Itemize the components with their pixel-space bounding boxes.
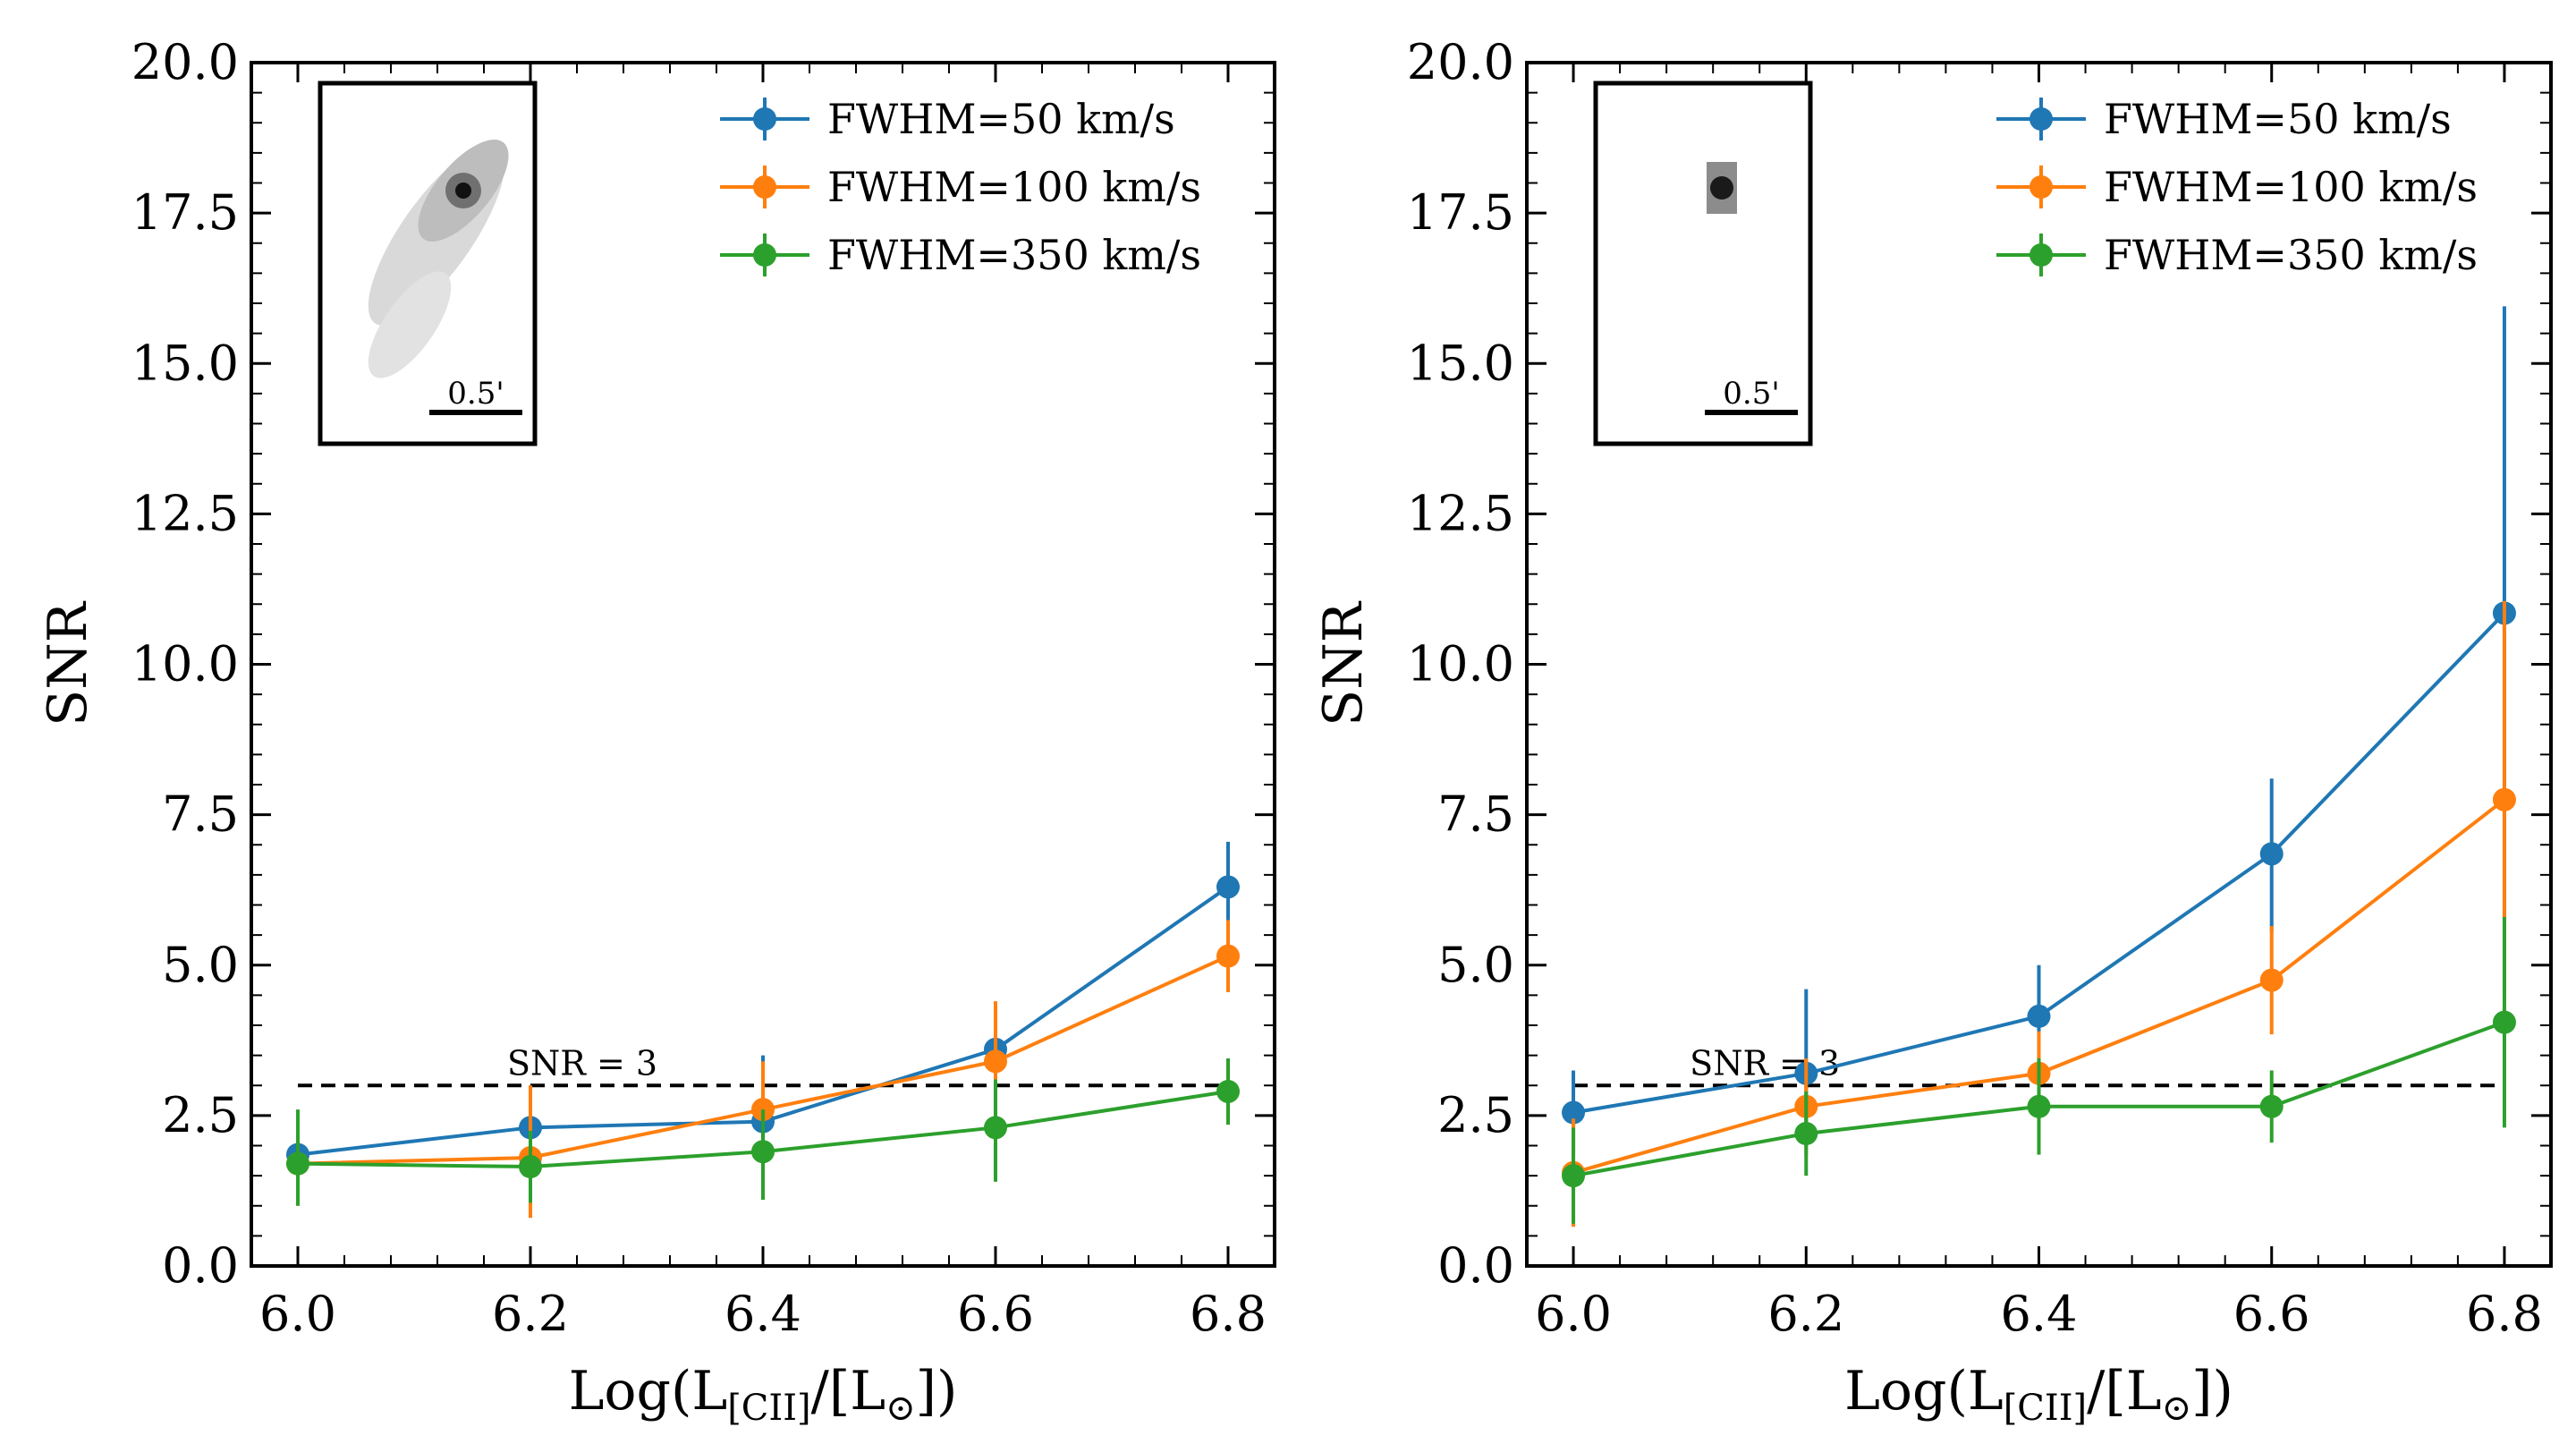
x-axis-label-sub: [CII] <box>2004 1388 2087 1429</box>
inset-scale-label: 0.5' <box>447 376 504 412</box>
data-point <box>984 1049 1007 1074</box>
y-tick-label: 15.0 <box>1407 335 1514 391</box>
x-axis-label-sym: ⊙ <box>886 1388 916 1429</box>
x-axis-label-tail: /[L <box>2087 1360 2161 1423</box>
legend-marker <box>753 243 776 267</box>
series-2 <box>286 1058 1240 1206</box>
x-tick-label: 6.0 <box>1535 1286 1612 1342</box>
inset-image: 0.5' <box>1593 81 1813 446</box>
data-point <box>1562 1164 1586 1188</box>
legend-label: FWHM=50 km/s <box>827 95 1175 143</box>
galaxy-core <box>1710 176 1733 200</box>
x-axis-label-tail: /[L <box>811 1360 886 1423</box>
y-tick-label: 17.5 <box>131 184 239 241</box>
x-tick-label: 6.4 <box>724 1286 801 1342</box>
chart-panel-left: 0.0 2.5 5.0 7.5 10.0 12.5 15.0 17.5 20.0 6.0 6.2 6.… <box>37 34 1276 1429</box>
galaxy-nucleus <box>455 183 471 199</box>
snr-threshold-label: SNR = 3 <box>507 1043 657 1083</box>
y-tick-label: 12.5 <box>131 485 239 541</box>
y-axis-label: SNR <box>37 600 99 726</box>
y-tick-label: 2.5 <box>162 1087 239 1143</box>
x-tick-label: 6.4 <box>2001 1286 2078 1342</box>
x-tick-label: 6.8 <box>1190 1286 1267 1342</box>
legend-label: FWHM=350 km/s <box>827 231 1201 279</box>
chart-panel-right: 0.0 2.5 5.0 7.5 10.0 12.5 15.0 17.5 20.0 6.0 6.2 6.… <box>1312 34 2553 1429</box>
y-axis-label: SNR <box>1312 600 1375 726</box>
x-tick-label: 6.6 <box>2233 1286 2310 1342</box>
y-tick-label: 12.5 <box>1407 485 1514 541</box>
y-tick-label: 20.0 <box>1407 34 1514 90</box>
data-point <box>1216 1079 1240 1103</box>
inset-image: 0.5' <box>318 81 538 446</box>
x-tick-label: 6.8 <box>2466 1286 2543 1342</box>
data-point <box>2027 1094 2051 1118</box>
x-tick-label: 6.6 <box>957 1286 1034 1342</box>
snr-threshold-label: SNR = 3 <box>1690 1043 1840 1083</box>
data-point <box>2259 1094 2284 1118</box>
x-tick-label: 6.2 <box>1767 1286 1844 1342</box>
x-axis-label-end: ]) <box>2191 1360 2233 1423</box>
legend-label: FWHM=100 km/s <box>2104 163 2478 211</box>
data-point <box>2492 1010 2516 1034</box>
data-point <box>2492 787 2516 811</box>
data-point <box>1794 1122 1818 1146</box>
y-tick-label: 10.0 <box>131 636 239 692</box>
data-point <box>286 1151 309 1176</box>
y-tick-label: 7.5 <box>162 786 239 843</box>
legend-marker <box>2029 107 2053 131</box>
x-axis-label: Log(L[CII]/[L⊙]) <box>1844 1360 2233 1429</box>
x-axis-label-sub: [CII] <box>727 1388 810 1429</box>
x-axis-label: Log(L[CII]/[L⊙]) <box>569 1360 958 1429</box>
y-tick-label: 5.0 <box>162 937 239 993</box>
legend-label: FWHM=100 km/s <box>827 163 1201 211</box>
data-point <box>2259 842 2284 866</box>
y-tick-label: 20.0 <box>131 34 239 90</box>
x-axis-label-main: Log(L <box>1844 1360 2004 1423</box>
inset-frame <box>1593 81 1813 446</box>
data-point <box>1216 944 1240 968</box>
series-2 <box>1562 916 2516 1224</box>
legend-label: FWHM=350 km/s <box>2104 231 2478 279</box>
data-point <box>2027 1004 2051 1028</box>
x-axis-label-main: Log(L <box>569 1360 728 1423</box>
y-tick-label: 0.0 <box>162 1237 239 1294</box>
y-tick-label: 7.5 <box>1437 786 1514 843</box>
legend-label: FWHM=50 km/s <box>2104 95 2452 143</box>
x-axis-label-sym: ⊙ <box>2162 1388 2192 1429</box>
y-tick-label: 10.0 <box>1407 636 1514 692</box>
x-tick-label: 6.0 <box>259 1286 336 1342</box>
x-tick-label: 6.2 <box>492 1286 569 1342</box>
legend-marker <box>753 175 776 199</box>
x-axis-label-end: ]) <box>916 1360 958 1423</box>
inset-scale-label: 0.5' <box>1723 376 1779 412</box>
y-tick-label: 15.0 <box>131 335 239 391</box>
y-tick-label: 17.5 <box>1407 184 1514 241</box>
data-point <box>2259 968 2284 992</box>
data-point <box>1562 1100 1586 1125</box>
y-tick-label: 2.5 <box>1437 1087 1514 1143</box>
y-tick-label: 5.0 <box>1437 937 1514 993</box>
legend-marker <box>753 107 776 131</box>
legend-marker <box>2029 175 2053 199</box>
legend-marker <box>2029 243 2053 267</box>
data-point <box>519 1155 542 1179</box>
data-point <box>751 1140 775 1164</box>
data-point <box>1216 875 1240 899</box>
galaxy-tail <box>368 271 452 378</box>
data-point <box>984 1116 1007 1140</box>
y-tick-label: 0.0 <box>1437 1237 1514 1294</box>
